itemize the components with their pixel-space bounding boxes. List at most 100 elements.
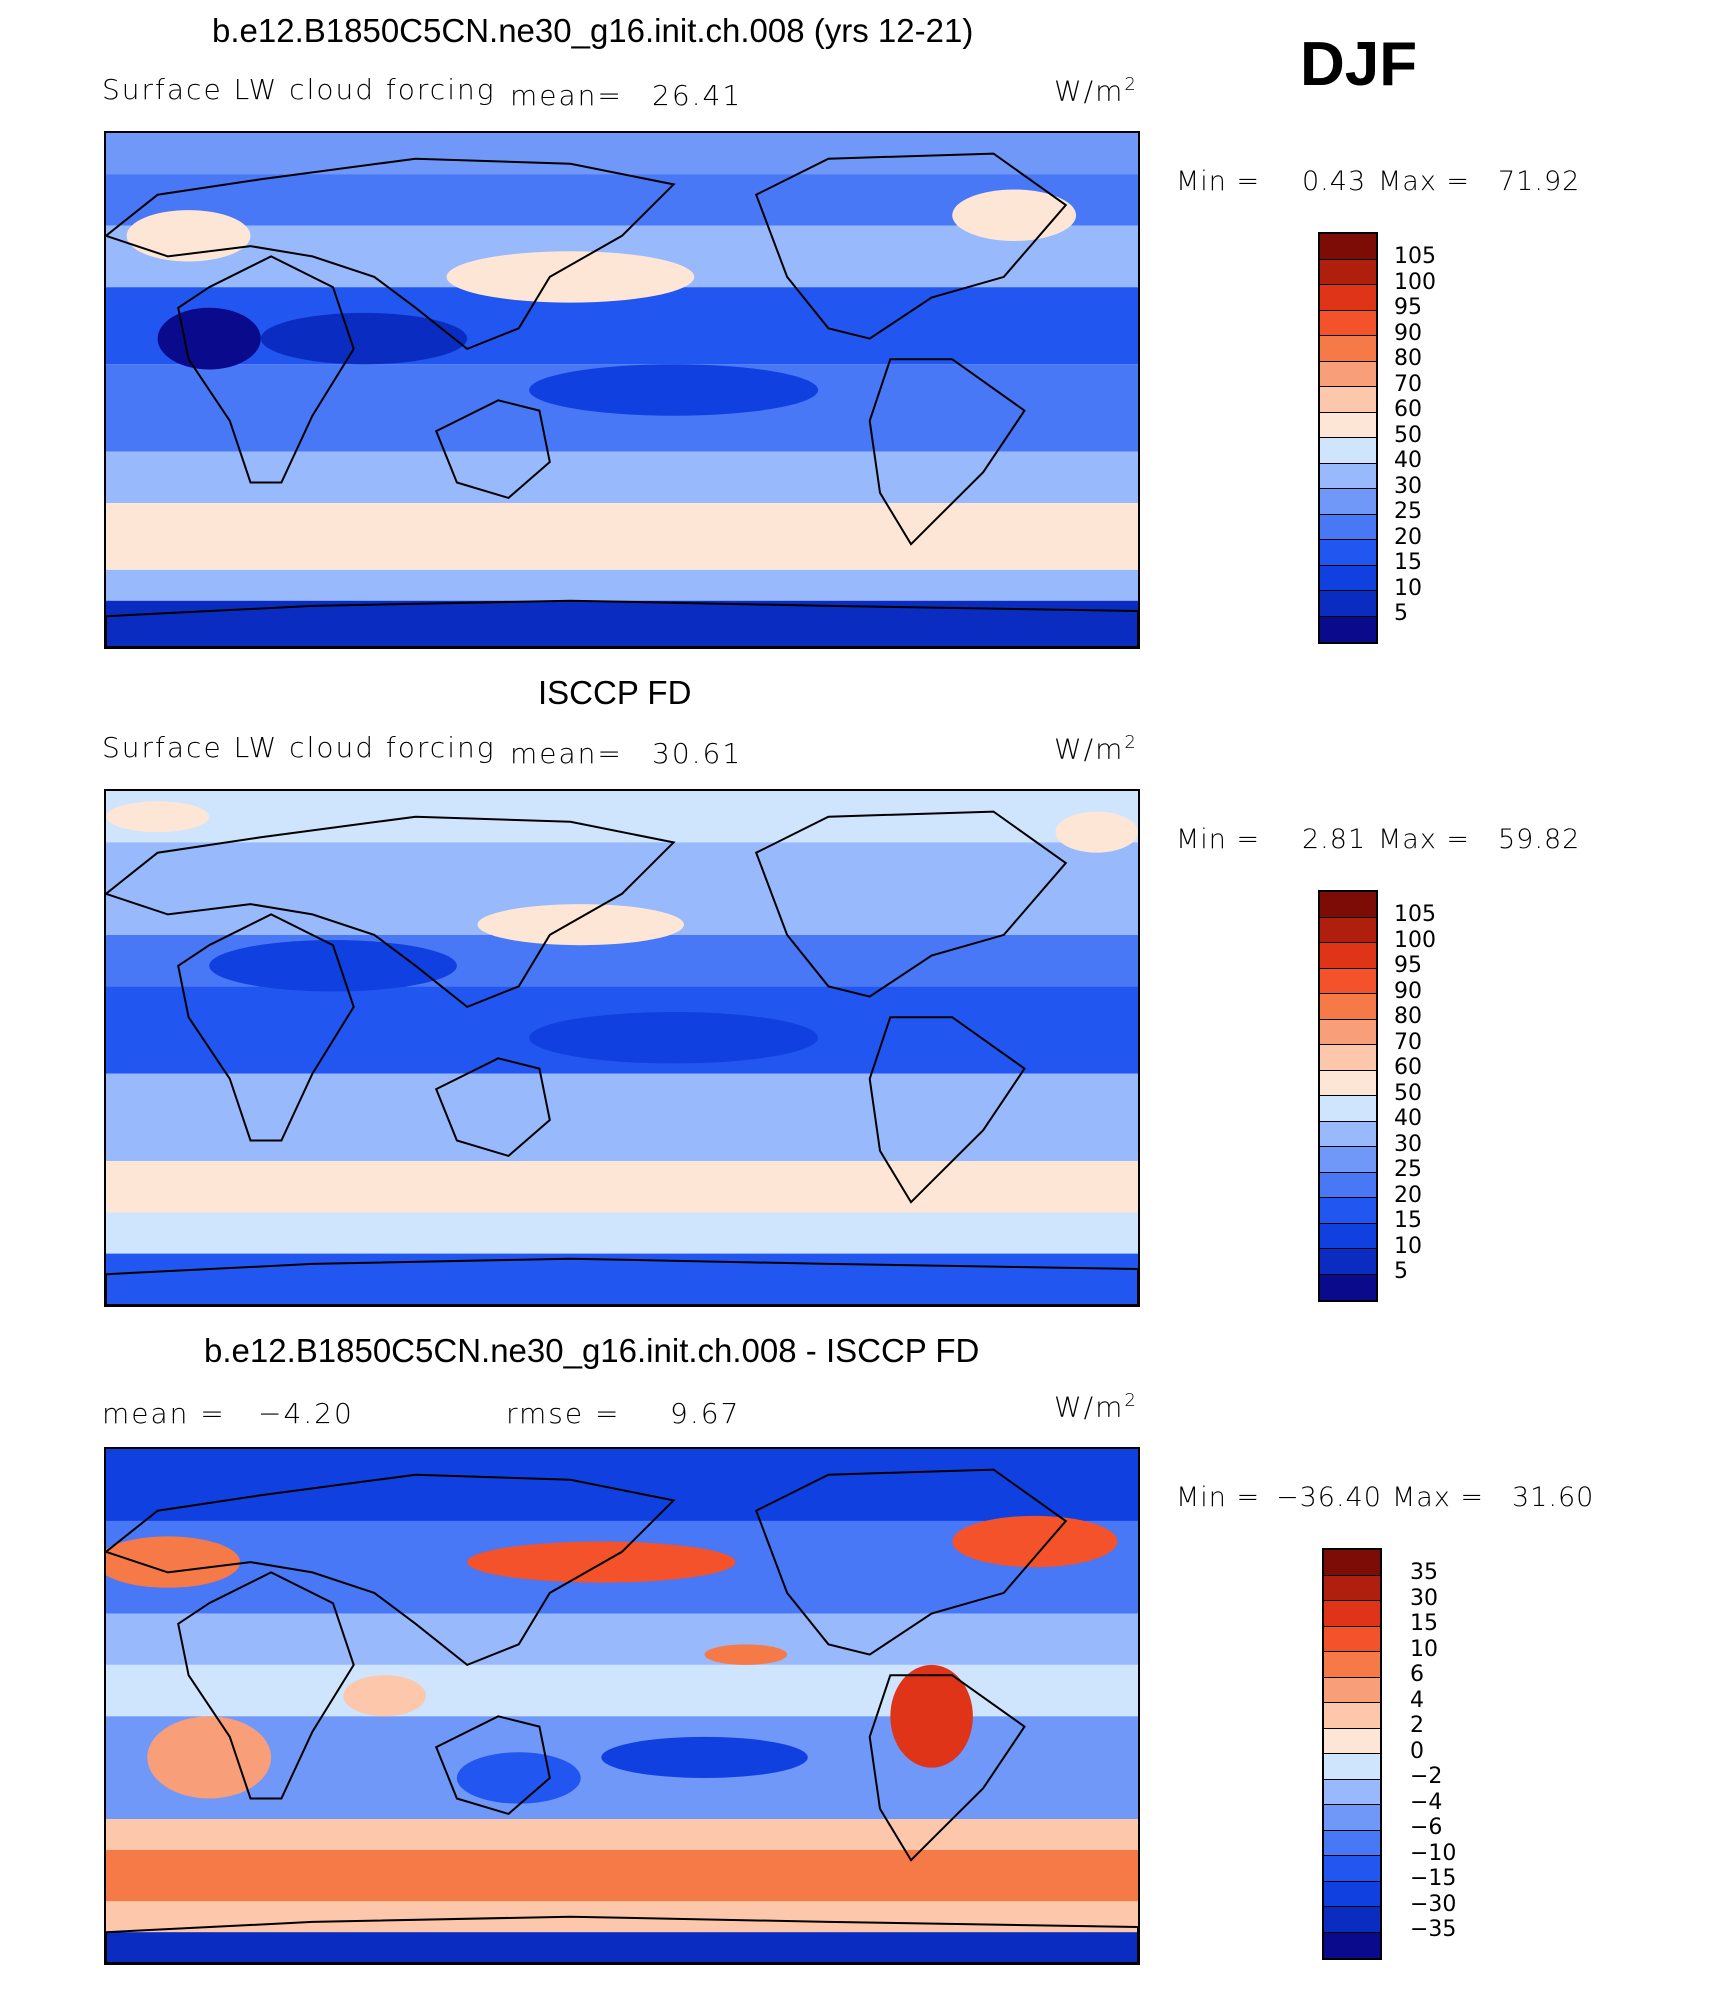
colorbar-segment xyxy=(1320,438,1376,464)
coastline xyxy=(177,255,355,484)
field-band xyxy=(106,1849,1138,1902)
colorbar-segment xyxy=(1320,1223,1376,1249)
field-blob xyxy=(446,251,695,303)
max-label: Max = xyxy=(1378,824,1471,855)
map-obs xyxy=(104,789,1140,1307)
field-band xyxy=(106,451,1138,504)
colorbar-segment xyxy=(1320,1019,1376,1045)
colorbar-level-label: 40 xyxy=(1394,448,1422,473)
map-diff xyxy=(104,1447,1140,1965)
field-band xyxy=(106,1664,1138,1717)
colorbar-segment xyxy=(1320,616,1376,642)
colorbar-level-label: 20 xyxy=(1394,1182,1422,1208)
colorbar-level-label: 95 xyxy=(1394,953,1422,978)
colorbar-segment xyxy=(1320,892,1376,918)
colorbar-segment xyxy=(1324,1932,1380,1958)
colorbar-segment xyxy=(1320,310,1376,336)
season-label: DJF xyxy=(1300,30,1418,99)
colorbar-level-label: 15 xyxy=(1394,1208,1422,1233)
colorbar-level-label: 60 xyxy=(1394,1055,1422,1080)
field-blob xyxy=(477,904,684,946)
coastline xyxy=(106,815,676,1009)
field-blob xyxy=(260,312,468,365)
colorbar-level-label: 70 xyxy=(1394,371,1422,397)
colorbar-segment xyxy=(1324,1830,1380,1856)
field-band xyxy=(106,1819,1138,1850)
colorbar-diff xyxy=(1322,1548,1382,1960)
field-band xyxy=(106,1212,1138,1254)
colorbar-level-label: 6 xyxy=(1410,1662,1424,1687)
colorbar-obs xyxy=(1318,890,1378,1302)
colorbar-segment xyxy=(1324,1550,1380,1576)
colorbar-segment xyxy=(1320,463,1376,489)
coastline xyxy=(868,1674,1026,1862)
field-blob xyxy=(952,1515,1118,1568)
colorbar-level-label: 95 xyxy=(1394,295,1422,320)
colorbar-level-label: 90 xyxy=(1394,320,1422,346)
colorbar-level-label: −4 xyxy=(1410,1789,1443,1815)
colorbar-segment xyxy=(1320,361,1376,387)
colorbar-level-label: 2 xyxy=(1410,1713,1424,1738)
coastline xyxy=(754,152,1068,340)
colorbar-segment xyxy=(1324,1907,1380,1933)
max-label: Max = xyxy=(1378,166,1471,197)
field-band xyxy=(106,1449,1138,1521)
colorbar-level-label: 10 xyxy=(1410,1636,1438,1662)
colorbar-segment xyxy=(1320,1198,1376,1224)
colorbar-segment xyxy=(1324,1703,1380,1729)
colorbar-segment xyxy=(1324,1728,1380,1754)
colorbar-segment xyxy=(1320,412,1376,438)
mean-value: −4.20 xyxy=(258,1397,354,1430)
coastline xyxy=(106,599,1138,647)
coastline xyxy=(754,810,1068,998)
panel-title: b.e12.B1850C5CN.ne30_g16.init.ch.008 (yr… xyxy=(212,12,974,49)
colorbar-level-label: 10 xyxy=(1394,1233,1422,1259)
field-blob xyxy=(106,1536,241,1588)
colorbar-segment xyxy=(1320,1274,1376,1300)
mean-label: mean= xyxy=(510,737,623,770)
field-blob xyxy=(704,1644,788,1665)
colorbar-segment xyxy=(1324,1575,1380,1601)
colorbar-segment xyxy=(1320,968,1376,994)
colorbar-segment xyxy=(1320,285,1376,311)
field-blob xyxy=(456,1752,581,1804)
colorbar-level-label: −2 xyxy=(1410,1764,1443,1789)
field-blob xyxy=(157,307,261,370)
colorbar-segment xyxy=(1320,565,1376,591)
min-label: Min = xyxy=(1176,166,1261,197)
colorbar-level-label: 20 xyxy=(1394,524,1422,550)
colorbar-segment xyxy=(1324,1677,1380,1703)
colorbar-level-label: 0 xyxy=(1410,1738,1424,1764)
colorbar-level-label: −6 xyxy=(1410,1815,1443,1840)
colorbar-segment xyxy=(1320,1121,1376,1147)
colorbar-segment xyxy=(1324,1779,1380,1805)
coastline xyxy=(177,1571,355,1800)
rmse-value: 9.67 xyxy=(670,1397,741,1430)
units-label: W/m2 xyxy=(1054,732,1136,766)
coastline xyxy=(106,1257,1138,1305)
colorbar-segment xyxy=(1324,1805,1380,1831)
colorbar-level-label: 30 xyxy=(1394,473,1422,499)
field-band xyxy=(106,569,1138,601)
field-label: Surface LW cloud forcing xyxy=(102,73,496,106)
panel-title: b.e12.B1850C5CN.ne30_g16.init.ch.008 - I… xyxy=(204,1332,980,1369)
coastline xyxy=(434,399,551,500)
mean-label: mean= xyxy=(510,79,623,112)
field-blob xyxy=(890,1664,973,1768)
field-blob xyxy=(343,1675,426,1717)
colorbar-labels-diff: 35 30 15 10 6 4 2 0 −2 −4 −6 −10 −15 −30 −35 xyxy=(1410,1560,1456,1943)
colorbar-level-label: 50 xyxy=(1394,1080,1422,1106)
colorbar-level-label: 5 xyxy=(1394,1259,1408,1284)
panel-title: ISCCP FD xyxy=(538,674,692,711)
field-band xyxy=(106,791,1138,843)
colorbar-level-label: −35 xyxy=(1410,1917,1457,1942)
colorbar-level-label: 25 xyxy=(1394,499,1422,524)
min-value: −36.40 xyxy=(1276,1482,1382,1513)
mean-value: 26.41 xyxy=(652,79,743,112)
colorbar-segment xyxy=(1320,1172,1376,1198)
colorbar-level-label: 70 xyxy=(1394,1029,1422,1055)
colorbar-segment xyxy=(1324,1652,1380,1678)
field-band xyxy=(106,1253,1138,1305)
min-label: Min = xyxy=(1176,1482,1261,1513)
coastline xyxy=(177,913,355,1142)
